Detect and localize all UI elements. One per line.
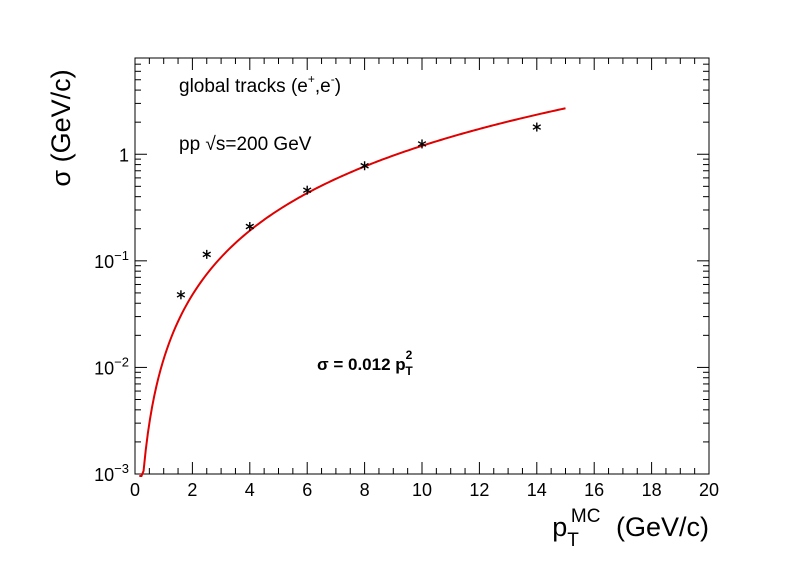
plot-frame: [134, 57, 710, 475]
x-axis-title-main: p: [552, 512, 567, 542]
y-tick-label: 10−3: [94, 461, 129, 485]
x-axis-title-sub: T: [567, 530, 579, 551]
x-tick-label: 12: [469, 480, 489, 500]
data-point: [302, 185, 312, 195]
y-tick-label: 1: [119, 145, 129, 165]
x-tick-label: 14: [527, 480, 547, 500]
x-tick-label: 16: [584, 480, 604, 500]
x-tick-label: 18: [642, 480, 662, 500]
x-axis-title-sup: MC: [571, 506, 601, 527]
x-tick-label: 20: [699, 480, 719, 500]
x-tick-label: 6: [302, 480, 312, 500]
x-axis-title-unit: [608, 512, 616, 542]
x-tick-label: 4: [245, 480, 255, 500]
x-tick-label: 8: [360, 480, 370, 500]
annotation-energy: pp √s=200 GeV: [179, 134, 312, 155]
y-tick-label: 10−2: [94, 354, 129, 378]
annotation-fit-formula: σ = 0.012 p2 T: [317, 348, 413, 378]
y-tick-label: 10−1: [94, 248, 129, 272]
data-point: [176, 290, 186, 300]
data-point: [417, 139, 427, 149]
x-tick-label: 2: [187, 480, 197, 500]
x-tick-label: 10: [412, 480, 432, 500]
axis-tick-labels: 0 2 4 6 8 10 12 14 16 18 20 10−3 10−2 10−1 1: [94, 145, 719, 500]
annotation-tracks: global tracks (e+,e-): [179, 72, 341, 97]
axis-ticks: [134, 57, 710, 475]
x-axis-title: pT MC (GeV/c): [552, 506, 709, 551]
y-axis-title: σ (GeV/c): [46, 69, 76, 186]
data-point: [245, 221, 255, 231]
data-point: [202, 249, 211, 259]
fit-curve: [139, 107, 566, 477]
data-point: [360, 161, 369, 171]
data-point: [532, 122, 542, 132]
x-axis-title-unit-text: (GeV/c): [616, 512, 709, 542]
x-tick-label: 0: [130, 480, 140, 500]
data-markers: [176, 122, 542, 300]
